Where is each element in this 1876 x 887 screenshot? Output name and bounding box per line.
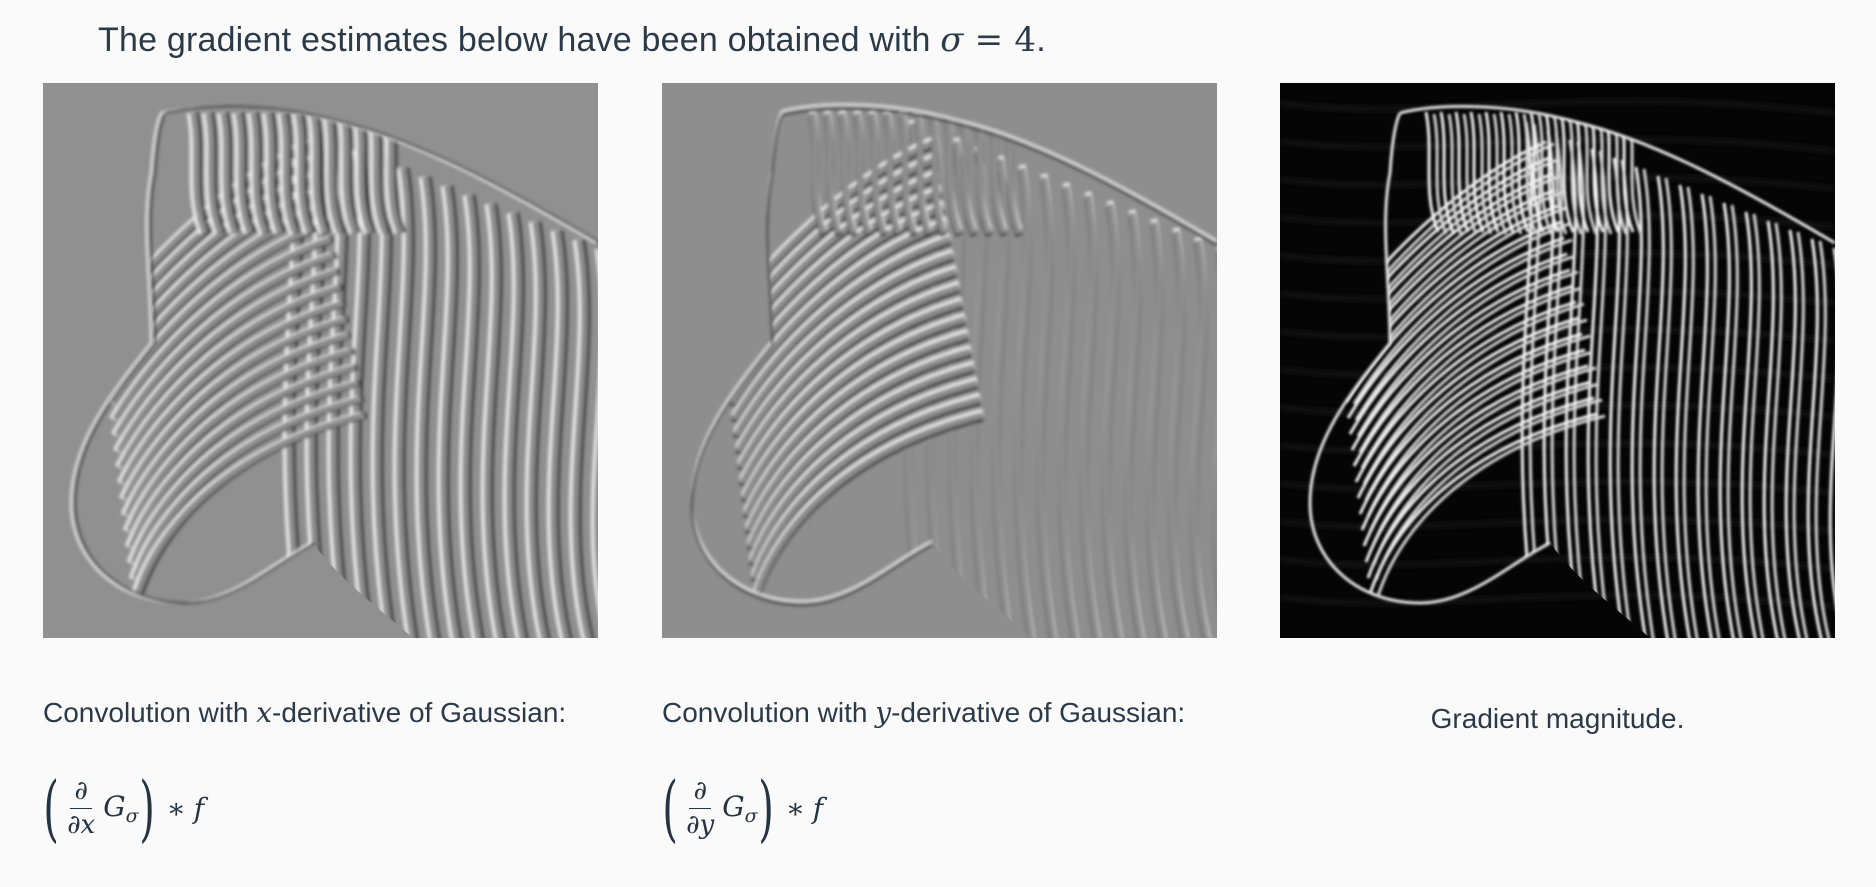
left-paren: (	[43, 766, 59, 850]
right-paren: )	[138, 766, 155, 850]
zebra-y-gradient-image	[662, 83, 1217, 638]
magnitude-image	[1280, 83, 1835, 638]
zebra-gradient-magnitude-image	[1280, 83, 1835, 638]
formula-x-derivative: ( ∂ ∂x Gσ ) ∗ f	[43, 760, 204, 856]
sigma-symbol: σ	[940, 20, 964, 60]
x-derivative-image	[43, 83, 598, 638]
partial-fraction-y: ∂ ∂y	[686, 775, 715, 840]
left-paren: (	[662, 766, 678, 850]
convolution-operator: ∗	[166, 791, 186, 825]
gaussian-kernel: Gσ	[103, 789, 139, 827]
sigma-value: 4	[1014, 20, 1037, 60]
zebra-x-gradient-image	[43, 83, 598, 638]
partial-fraction-x: ∂ ∂x	[67, 775, 96, 840]
formula-y-derivative: ( ∂ ∂y Gσ ) ∗ f	[662, 760, 823, 856]
equals-sign: =	[963, 20, 1015, 60]
right-paren: )	[757, 766, 774, 850]
caption-var-y: y	[875, 696, 892, 729]
image-function: f	[812, 791, 824, 825]
intro-text: The gradient estimates below have been o…	[98, 21, 941, 59]
caption-y-derivative: Convolution with y-derivative of Gaussia…	[662, 696, 1186, 729]
image-function: f	[193, 791, 205, 825]
y-derivative-image	[662, 83, 1217, 638]
intro-sentence: The gradient estimates below have been o…	[98, 20, 1046, 60]
intro-period: .	[1036, 21, 1046, 59]
caption-x-derivative: Convolution with x-derivative of Gaussia…	[43, 696, 567, 729]
convolution-operator: ∗	[785, 791, 805, 825]
caption-magnitude: Gradient magnitude.	[1430, 703, 1685, 734]
gaussian-kernel: Gσ	[722, 789, 758, 827]
caption-var-x: x	[256, 696, 273, 729]
